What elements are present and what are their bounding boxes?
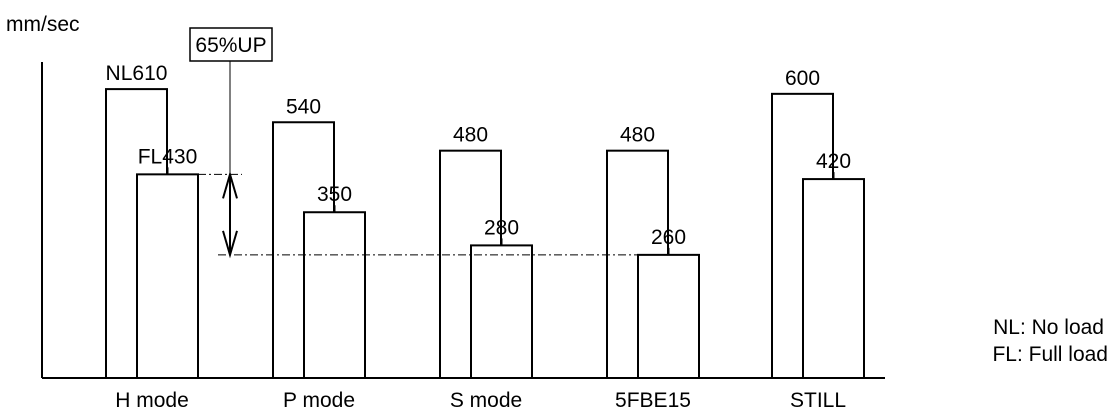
data-label-fl-0: FL430: [138, 145, 198, 168]
data-label-nl-1: 540: [286, 95, 321, 118]
category-label-3: 5FBE15: [615, 389, 691, 412]
data-label-fl-3: 260: [651, 226, 686, 249]
data-label-fl-1: 350: [317, 183, 352, 206]
data-label-nl-0: NL610: [106, 62, 168, 85]
legend-line-nl: NL: No load: [993, 316, 1104, 339]
annotation-label: 65%UP: [195, 34, 266, 57]
category-label-2: S mode: [450, 389, 522, 412]
data-label-fl-4: 420: [816, 150, 851, 173]
annotation-label-box: [189, 27, 273, 62]
data-label-nl-4: 600: [785, 67, 820, 90]
bar-fl-0: [136, 173, 199, 379]
bar-fl-4: [802, 178, 865, 379]
legend-line-fl: FL: Full load: [992, 343, 1108, 366]
data-label-nl-3: 480: [620, 124, 655, 147]
bar-fl-3: [637, 253, 700, 379]
data-label-fl-2: 280: [484, 216, 519, 239]
bar-fl-1: [303, 211, 366, 379]
annotation-arrowhead-down: [222, 230, 238, 259]
annotation-arrowhead-up: [222, 170, 238, 199]
data-label-nl-2: 480: [453, 124, 488, 147]
y-axis-unit-label: mm/sec: [6, 13, 80, 36]
category-label-0: H mode: [115, 389, 189, 412]
category-label-4: STILL: [790, 389, 846, 412]
category-label-1: P mode: [283, 389, 355, 412]
bar-fl-2: [470, 244, 533, 379]
